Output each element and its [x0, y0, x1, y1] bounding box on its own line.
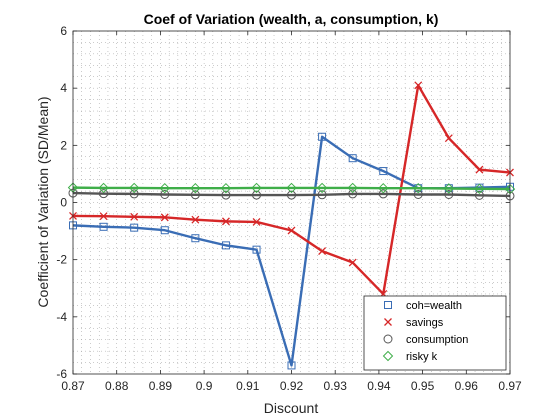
x-tick-label: 0.9 — [196, 379, 213, 393]
data-point — [413, 189, 423, 199]
data-point — [287, 361, 296, 370]
x-tick-label: 0.89 — [149, 379, 173, 393]
y-tick-label: 6 — [60, 24, 67, 38]
data-point — [252, 245, 261, 254]
data-point — [348, 258, 357, 267]
data-point — [287, 226, 296, 235]
legend-marker — [384, 318, 392, 326]
legend-item: coh=wealth — [384, 300, 462, 312]
data-point — [347, 182, 358, 194]
legend-marker — [383, 334, 393, 344]
data-point — [474, 183, 485, 194]
y-tick-label: 0 — [60, 196, 67, 210]
data-point — [251, 182, 262, 194]
legend-label: consumption — [406, 334, 468, 346]
y-axis-label: Coefficient of Variation (SD/Mean) — [35, 96, 51, 307]
x-axis-label: Discount — [264, 400, 319, 416]
data-point — [130, 223, 139, 232]
data-point — [348, 189, 358, 199]
x-tick-label: 0.92 — [280, 379, 304, 393]
data-point — [160, 189, 170, 199]
data-point — [190, 183, 201, 194]
series-layer — [67, 81, 516, 370]
data-point — [190, 190, 200, 200]
minor-grid — [73, 31, 510, 374]
data-point — [98, 182, 109, 194]
x-tick-label: 0.88 — [105, 379, 129, 393]
data-point — [99, 212, 108, 221]
data-point — [378, 183, 389, 194]
legend-label: coh=wealth — [406, 300, 462, 312]
x-tick-label: 0.93 — [324, 379, 348, 393]
data-point — [99, 222, 108, 231]
data-point — [413, 183, 424, 194]
legend-label: risky k — [406, 351, 438, 363]
data-point — [475, 165, 484, 174]
data-point — [128, 182, 140, 194]
x-tick-label: 0.97 — [498, 379, 522, 393]
y-tick-label: -2 — [56, 253, 67, 267]
x-tick-label: 0.96 — [455, 379, 479, 393]
data-point — [99, 189, 109, 199]
chart-title: Coef of Variation (wealth, a, consumptio… — [144, 11, 439, 27]
y-tick-label: -4 — [56, 310, 67, 324]
data-point — [348, 154, 357, 163]
data-point — [221, 241, 230, 250]
y-tick-label: 2 — [60, 138, 67, 152]
x-tick-label: 0.87 — [61, 379, 85, 393]
data-point — [252, 217, 261, 226]
x-tick-label: 0.91 — [236, 379, 260, 393]
data-point — [220, 183, 232, 194]
data-point — [379, 167, 388, 176]
legend-item: savings — [384, 317, 444, 329]
series-line — [72, 186, 511, 191]
data-point — [287, 190, 296, 200]
data-point — [444, 134, 453, 143]
legend-label: savings — [406, 317, 444, 329]
data-point — [414, 81, 423, 90]
series-line — [72, 191, 511, 198]
data-point — [130, 212, 139, 221]
data-point — [474, 190, 484, 200]
data-point — [252, 190, 262, 200]
legend: coh=wealth savings consumption risky k — [363, 295, 507, 371]
x-tick-label: 0.95 — [411, 379, 435, 393]
data-point — [159, 183, 170, 194]
data-point — [318, 132, 327, 141]
data-point — [286, 182, 297, 194]
data-point — [316, 182, 328, 194]
data-point — [160, 226, 169, 235]
data-point — [129, 189, 139, 199]
y-tick-label: 4 — [60, 81, 67, 95]
data-point — [160, 213, 169, 222]
legend-item: risky k — [382, 350, 438, 363]
data-point — [317, 190, 327, 200]
series-risky-k — [67, 182, 516, 195]
data-point — [221, 190, 231, 200]
legend-marker — [382, 350, 394, 362]
data-point — [221, 217, 230, 226]
data-point — [378, 189, 388, 199]
y-tick-label: -6 — [56, 367, 67, 381]
ticks: 0.87 0.88 0.89 0.9 0.91 0.92 0.93 0.94 0.95 0.96 0… — [56, 24, 522, 393]
data-point — [443, 183, 455, 194]
data-point — [191, 215, 200, 224]
data-point — [191, 234, 200, 243]
data-point — [318, 247, 327, 256]
x-tick-label: 0.94 — [367, 379, 391, 393]
legend-marker — [384, 301, 392, 309]
legend-item: consumption — [383, 334, 468, 346]
data-point — [444, 189, 454, 199]
